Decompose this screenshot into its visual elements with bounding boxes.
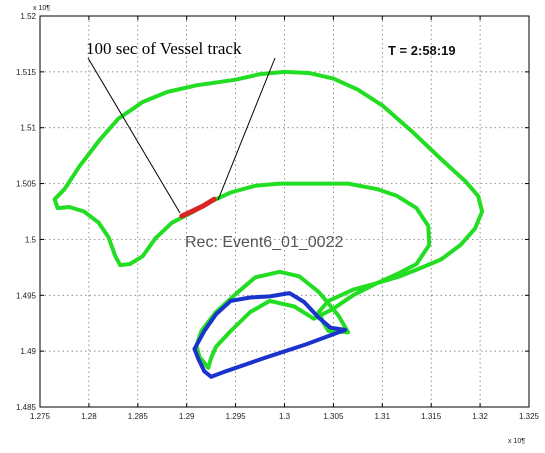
annotation-leader-left [87, 57, 181, 214]
y-tick-label: 1.495 [16, 291, 37, 300]
x-tick-label: 1.275 [30, 412, 51, 421]
red-track-segment [179, 196, 217, 219]
annotation-label: 100 sec of Vessel track [86, 39, 242, 58]
x-tick-label: 1.31 [375, 412, 391, 421]
x-tick-label: 1.3 [279, 412, 291, 421]
annotation-leader-right [217, 57, 276, 201]
blue-track-line [192, 291, 348, 379]
series-layer [52, 69, 485, 379]
x-tick-label: 1.32 [472, 412, 488, 421]
x-tick-label: 1.315 [421, 412, 442, 421]
x-tick-label: 1.305 [323, 412, 344, 421]
axis-ticks: 1.275 1.28 1.285 1.29 1.295 1.3 1.305 1.31 1.315… [16, 12, 540, 421]
x-tick-label: 1.29 [179, 412, 195, 421]
plot-area [39, 15, 530, 408]
y-multiplier-label: x 10¶ [33, 5, 50, 12]
y-tick-label: 1.51 [20, 124, 36, 133]
y-tick-label: 1.515 [16, 68, 37, 77]
x-multiplier-label: x 10¶ [508, 438, 525, 445]
timestamp-label: T = 2:58:19 [388, 43, 456, 58]
x-tick-label: 1.295 [226, 412, 247, 421]
x-tick-label: 1.285 [128, 412, 149, 421]
x-tick-label: 1.28 [81, 412, 97, 421]
y-tick-label: 1.49 [20, 347, 36, 356]
y-tick-label: 1.485 [16, 403, 37, 412]
record-label: Rec: Event6_01_0022 [185, 234, 343, 251]
y-tick-label: 1.52 [20, 12, 36, 21]
x-tick-label: 1.325 [519, 412, 540, 421]
y-tick-label: 1.5 [25, 235, 37, 244]
y-tick-label: 1.505 [16, 180, 37, 189]
